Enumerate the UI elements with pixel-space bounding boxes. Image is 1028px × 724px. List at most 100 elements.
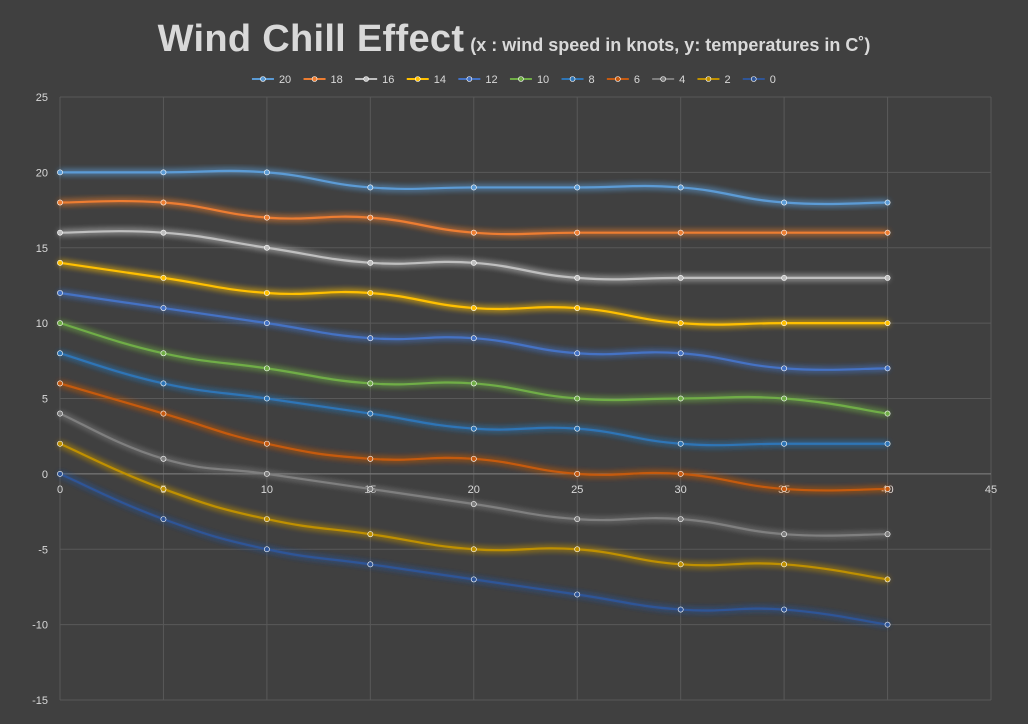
y-tick-label: 20 [36,167,48,179]
series-20 [57,169,891,206]
data-point [57,290,63,296]
gridlines [59,96,992,701]
data-point [57,410,63,417]
data-point [367,531,374,538]
data-point [884,486,891,492]
data-point [57,320,63,327]
y-tick-label: -10 [32,620,48,632]
x-tick-label: 20 [468,484,480,496]
data-point [160,229,167,236]
data-point [574,350,581,357]
data-point [677,320,684,327]
data-point [263,169,270,176]
legend-swatch-marker [660,76,666,82]
series-10 [57,320,891,417]
data-point [781,229,788,236]
legend-swatch-marker [466,76,473,82]
legend-item-14: 14 [406,74,446,86]
data-point [884,531,891,538]
data-point [367,410,374,417]
data-point [677,274,684,281]
data-point [160,410,167,417]
data-point [677,184,684,191]
data-point [574,470,581,477]
chart-title-block: Wind Chill Effect (x : wind speed in knot… [0,18,1028,61]
data-point [367,214,374,221]
data-point [470,335,477,342]
chart-subtitle: (x : wind speed in knots, y: temperature… [470,35,871,55]
legend-label: 6 [634,74,640,86]
data-point [574,546,581,553]
data-point [677,350,684,357]
data-point [574,229,581,236]
legend-item-16: 16 [355,74,394,86]
data-point [781,486,788,492]
data-point [574,274,581,281]
data-point [884,410,891,417]
legend-swatch-marker [615,76,621,82]
data-point [470,576,477,583]
legend-label: 8 [589,74,595,86]
x-tick-label: 0 [57,484,63,496]
legend-swatch-marker [414,76,421,82]
y-tick-label: 10 [36,318,48,330]
legend-label: 20 [279,74,291,86]
data-point [160,199,167,206]
data-point [367,561,374,568]
y-tick-label: -15 [32,695,48,707]
data-point [367,259,374,266]
legend-swatch-marker [260,76,266,82]
series-4 [57,410,891,538]
data-point [57,470,63,477]
data-point [574,184,581,191]
data-point [884,440,891,447]
legend-swatch-marker [518,76,524,82]
legend-label: 14 [434,74,446,86]
data-point [884,199,891,206]
y-tick-label: 15 [36,243,48,255]
series-6 [57,380,891,492]
data-point [470,546,477,553]
legend-swatch-marker [311,76,318,82]
data-point [677,516,684,522]
legend-item-2: 2 [697,74,731,86]
data-point [367,380,374,387]
series-14 [57,259,891,327]
y-tick-label: -5 [38,544,48,556]
x-tick-label: 25 [571,484,583,496]
data-point [884,365,891,372]
data-point [160,516,167,522]
data-point [884,320,891,327]
x-tick-label: 45 [985,484,997,496]
data-point [781,440,788,447]
data-point [263,546,270,553]
data-point [884,274,891,281]
data-point [263,290,270,296]
series-8 [57,350,891,447]
legend-item-0: 0 [742,74,776,86]
y-tick-label: 0 [42,469,48,481]
data-point [574,425,581,432]
legend-label: 10 [537,74,549,86]
data-point [57,350,63,357]
data-point [263,320,270,327]
data-point [470,425,477,432]
data-point [884,229,891,236]
series-18 [57,199,891,236]
data-point [57,199,63,206]
x-tick-label: 30 [675,484,687,496]
data-point [677,395,684,402]
legend-item-20: 20 [251,74,291,86]
data-point [263,365,270,372]
data-point [470,501,477,507]
data-point [781,606,788,613]
legend-swatch-marker [569,76,576,82]
data-point [470,184,477,191]
data-point [470,455,477,462]
data-point [574,305,581,311]
data-point [367,486,374,492]
data-point [160,274,167,281]
series-2 [57,440,891,583]
